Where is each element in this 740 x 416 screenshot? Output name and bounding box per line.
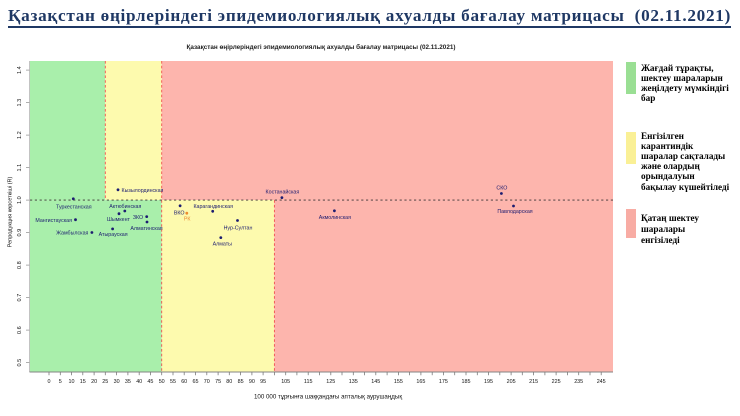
svg-text:135: 135 [349, 379, 358, 385]
svg-text:50: 50 [159, 379, 165, 385]
svg-text:115: 115 [304, 379, 313, 385]
svg-text:Костанайская: Костанайская [266, 188, 300, 195]
svg-text:Акмолинская: Акмолинская [319, 215, 351, 221]
svg-text:0.7: 0.7 [17, 294, 23, 302]
svg-text:20: 20 [91, 379, 97, 385]
svg-text:Туркестанская: Туркестанская [56, 204, 92, 210]
svg-text:185: 185 [462, 379, 471, 385]
svg-text:0.5: 0.5 [17, 359, 23, 367]
svg-text:Қазақстан өңірлеріндегі эпидем: Қазақстан өңірлеріндегі эпидемиологиялық… [187, 43, 456, 51]
svg-text:Мангистауская: Мангистауская [35, 218, 72, 224]
svg-text:55: 55 [170, 379, 176, 385]
svg-text:125: 125 [326, 379, 335, 385]
svg-text:РК: РК [184, 217, 192, 223]
svg-text:25: 25 [102, 379, 108, 385]
svg-text:Жамбылская: Жамбылская [56, 231, 88, 237]
svg-text:1.0: 1.0 [17, 196, 23, 204]
svg-text:90: 90 [249, 379, 255, 385]
svg-text:1.2: 1.2 [17, 131, 23, 139]
svg-text:60: 60 [181, 379, 187, 385]
svg-text:195: 195 [484, 379, 493, 385]
svg-text:155: 155 [394, 379, 403, 385]
svg-text:105: 105 [281, 379, 290, 385]
svg-text:40: 40 [136, 379, 142, 385]
svg-text:Карагандинская: Карагандинская [193, 204, 233, 210]
svg-text:Шымкент: Шымкент [107, 217, 131, 223]
svg-text:0.8: 0.8 [17, 261, 23, 269]
svg-text:145: 145 [371, 379, 380, 385]
svg-text:245: 245 [597, 379, 606, 385]
svg-text:95: 95 [260, 379, 266, 385]
svg-text:Актюбинская: Актюбинская [109, 204, 141, 210]
svg-text:100 000 тұрғынға шаққандағы ап: 100 000 тұрғынға шаққандағы апталық ауру… [254, 394, 402, 401]
svg-text:45: 45 [147, 379, 153, 385]
svg-text:235: 235 [574, 379, 583, 385]
svg-text:85: 85 [238, 379, 244, 385]
svg-text:ВКО: ВКО [174, 211, 185, 217]
svg-text:5: 5 [59, 379, 62, 385]
svg-text:Алматы: Алматы [213, 242, 233, 248]
svg-text:15: 15 [80, 379, 86, 385]
svg-text:75: 75 [215, 379, 221, 385]
svg-text:30: 30 [114, 379, 120, 385]
svg-text:1.1: 1.1 [17, 164, 23, 172]
svg-text:0.6: 0.6 [17, 326, 23, 334]
svg-text:35: 35 [125, 379, 131, 385]
svg-text:10: 10 [69, 379, 75, 385]
svg-text:165: 165 [416, 379, 425, 385]
svg-text:Репродукция көрсеткіші (R): Репродукция көрсеткіші (R) [8, 176, 14, 247]
svg-text:Алматинская: Алматинская [130, 226, 162, 232]
svg-text:Павлодарская: Павлодарская [497, 209, 532, 215]
svg-text:ЗКО: ЗКО [133, 215, 143, 221]
svg-text:Кызылординская: Кызылординская [122, 188, 164, 194]
svg-text:225: 225 [552, 379, 561, 385]
svg-text:0: 0 [48, 379, 51, 385]
svg-text:65: 65 [193, 379, 199, 385]
svg-text:175: 175 [439, 379, 448, 385]
svg-text:Нур-Султан: Нур-Султан [224, 226, 253, 232]
svg-text:80: 80 [226, 379, 232, 385]
svg-text:Атырауская: Атырауская [99, 232, 128, 238]
svg-text:205: 205 [507, 379, 516, 385]
svg-text:1.3: 1.3 [17, 99, 23, 107]
svg-text:215: 215 [529, 379, 538, 385]
svg-text:70: 70 [204, 379, 210, 385]
svg-text:СКО: СКО [496, 186, 507, 192]
svg-text:1.4: 1.4 [17, 66, 23, 74]
svg-text:0.9: 0.9 [17, 229, 23, 237]
